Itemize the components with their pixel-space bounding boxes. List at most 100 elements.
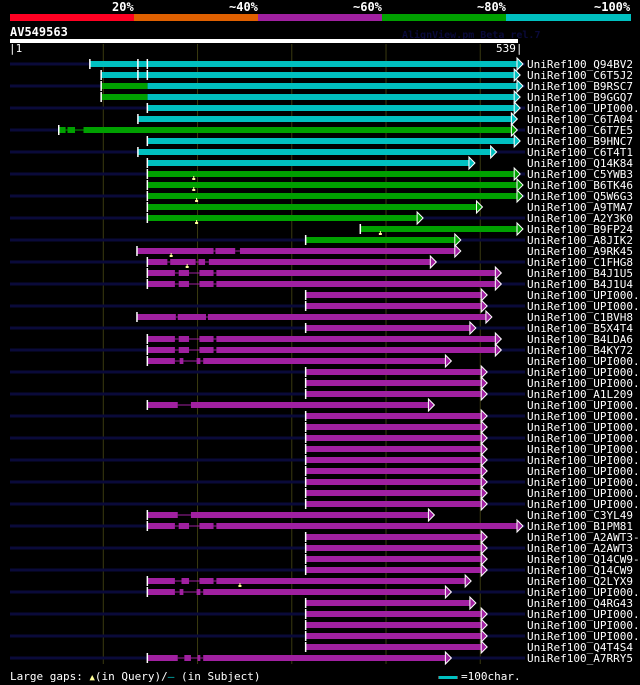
hit-end-arrow [469, 595, 477, 611]
hit-bar-segment [101, 94, 148, 100]
hit-bar-segment [67, 127, 76, 133]
hit-label: UniRef100_A9RK45 [527, 245, 633, 258]
query-gap-marker-stem [196, 198, 198, 200]
hit-bar-segment [305, 237, 455, 243]
unaligned-subject-right [481, 392, 525, 396]
hit-bar-segment [179, 589, 184, 595]
hit-start-tick [304, 499, 307, 509]
subject-gap [189, 283, 200, 285]
hit-end-arrow [513, 89, 521, 105]
hit-label: UniRef100_UPI000.. [527, 476, 640, 489]
hit-label: UniRef100_C3YL49 [527, 509, 633, 522]
hit-end-arrow [444, 650, 453, 666]
hit-bar-segment [101, 72, 515, 78]
unaligned-subject-right [454, 238, 525, 242]
unaligned-subject-left [10, 612, 306, 616]
hit-start-tick [304, 455, 307, 465]
unaligned-subject-right [481, 370, 525, 374]
hit-label: UniRef100_A7RRY5 [527, 652, 633, 665]
hit-bar-segment [199, 523, 214, 529]
hit-start-tick [359, 224, 362, 234]
hit-start-tick [304, 301, 307, 311]
hit-bar-segment [147, 94, 515, 100]
hit-start-tick [146, 136, 149, 146]
unaligned-subject-right [481, 414, 525, 418]
scale-label-40: ~40% [229, 0, 258, 14]
unaligned-subject-right [445, 590, 525, 594]
hit-label: UniRef100_UPI000.. [527, 487, 640, 500]
hit-end-arrow [444, 353, 453, 369]
unaligned-subject-right [481, 502, 525, 506]
subject-gap [167, 261, 171, 263]
hit-end-arrow [480, 606, 488, 622]
scale-label-20: 20% [112, 0, 134, 14]
hit-bar-segment [216, 523, 517, 529]
hit-bar-segment [147, 171, 515, 177]
hit-label: UniRef100_UPI000.. [527, 586, 640, 599]
hit-bar-segment [199, 578, 214, 584]
hit-bar-segment [178, 347, 190, 353]
hit-bar-segment [305, 556, 482, 562]
hit-bar-segment [199, 270, 214, 276]
subject-gap [189, 580, 200, 582]
subject-gap [200, 591, 204, 593]
hit-bar-segment [305, 303, 482, 309]
hit-bar-segment [147, 358, 175, 364]
hit-label: UniRef100_C6T7E5 [527, 124, 633, 137]
hit-bar-segment [305, 644, 482, 650]
hit-label: UniRef100_C6T5J2 [527, 69, 633, 82]
unaligned-subject-right [481, 304, 525, 308]
subject-gap [177, 404, 191, 406]
unaligned-subject-left [10, 348, 148, 352]
hit-bar-segment [147, 402, 178, 408]
hit-end-arrow [480, 364, 488, 380]
hit-bar-segment [305, 292, 482, 298]
hit-start-tick [304, 620, 307, 630]
subject-gap [189, 525, 200, 527]
hit-bar-segment [178, 281, 190, 287]
unaligned-subject-right [481, 568, 525, 572]
in-subject-label: (in Subject) [174, 670, 261, 683]
unaligned-subject-left [10, 568, 306, 572]
unaligned-subject-left [10, 194, 148, 198]
hit-mark-tick [146, 59, 149, 69]
unaligned-subject-left [10, 326, 306, 330]
hit-end-arrow [480, 474, 488, 490]
hit-start-tick [304, 444, 307, 454]
hit-start-tick [304, 609, 307, 619]
unaligned-subject-right [481, 634, 525, 638]
hit-start-tick [146, 180, 149, 190]
hit-start-tick [304, 411, 307, 421]
hit-end-arrow [480, 298, 488, 314]
hit-label: UniRef100_UPI000.. [527, 630, 640, 643]
query-gap-marker-stem [379, 231, 381, 233]
hit-bar-segment [305, 479, 482, 485]
hit-label: UniRef100_Q4T4S4 [527, 641, 633, 654]
hit-bar-segment [305, 457, 482, 463]
subject-gap [75, 129, 84, 131]
hit-bar-segment [147, 512, 178, 518]
unaligned-subject-right [495, 282, 525, 286]
hit-start-tick [304, 642, 307, 652]
hit-end-arrow [480, 485, 488, 501]
hit-bar-segment [305, 611, 482, 617]
hit-bar-segment [147, 160, 469, 166]
hit-bar-segment [184, 655, 191, 661]
query-gap-marker-stem [186, 264, 188, 266]
hit-end-arrow [469, 320, 477, 336]
hit-start-tick [146, 521, 149, 531]
subject-gap [213, 580, 217, 582]
hit-label: UniRef100_Q4RG43 [527, 597, 633, 610]
hit-label: UniRef100_UPI000.. [527, 377, 640, 390]
hit-end-arrow [516, 78, 524, 94]
hit-bar-segment [83, 127, 512, 133]
unaligned-subject-left [10, 458, 306, 462]
hit-mark-tick [146, 70, 149, 80]
hit-start-tick [136, 246, 138, 256]
hit-end-arrow [480, 540, 488, 556]
hit-label: UniRef100_C1FHG8 [527, 256, 633, 269]
hit-end-arrow [513, 166, 521, 182]
hit-start-tick [146, 576, 149, 586]
hit-label: UniRef100_B4J1U5 [527, 267, 633, 280]
hit-label: UniRef100_Q5W6G3 [527, 190, 633, 203]
